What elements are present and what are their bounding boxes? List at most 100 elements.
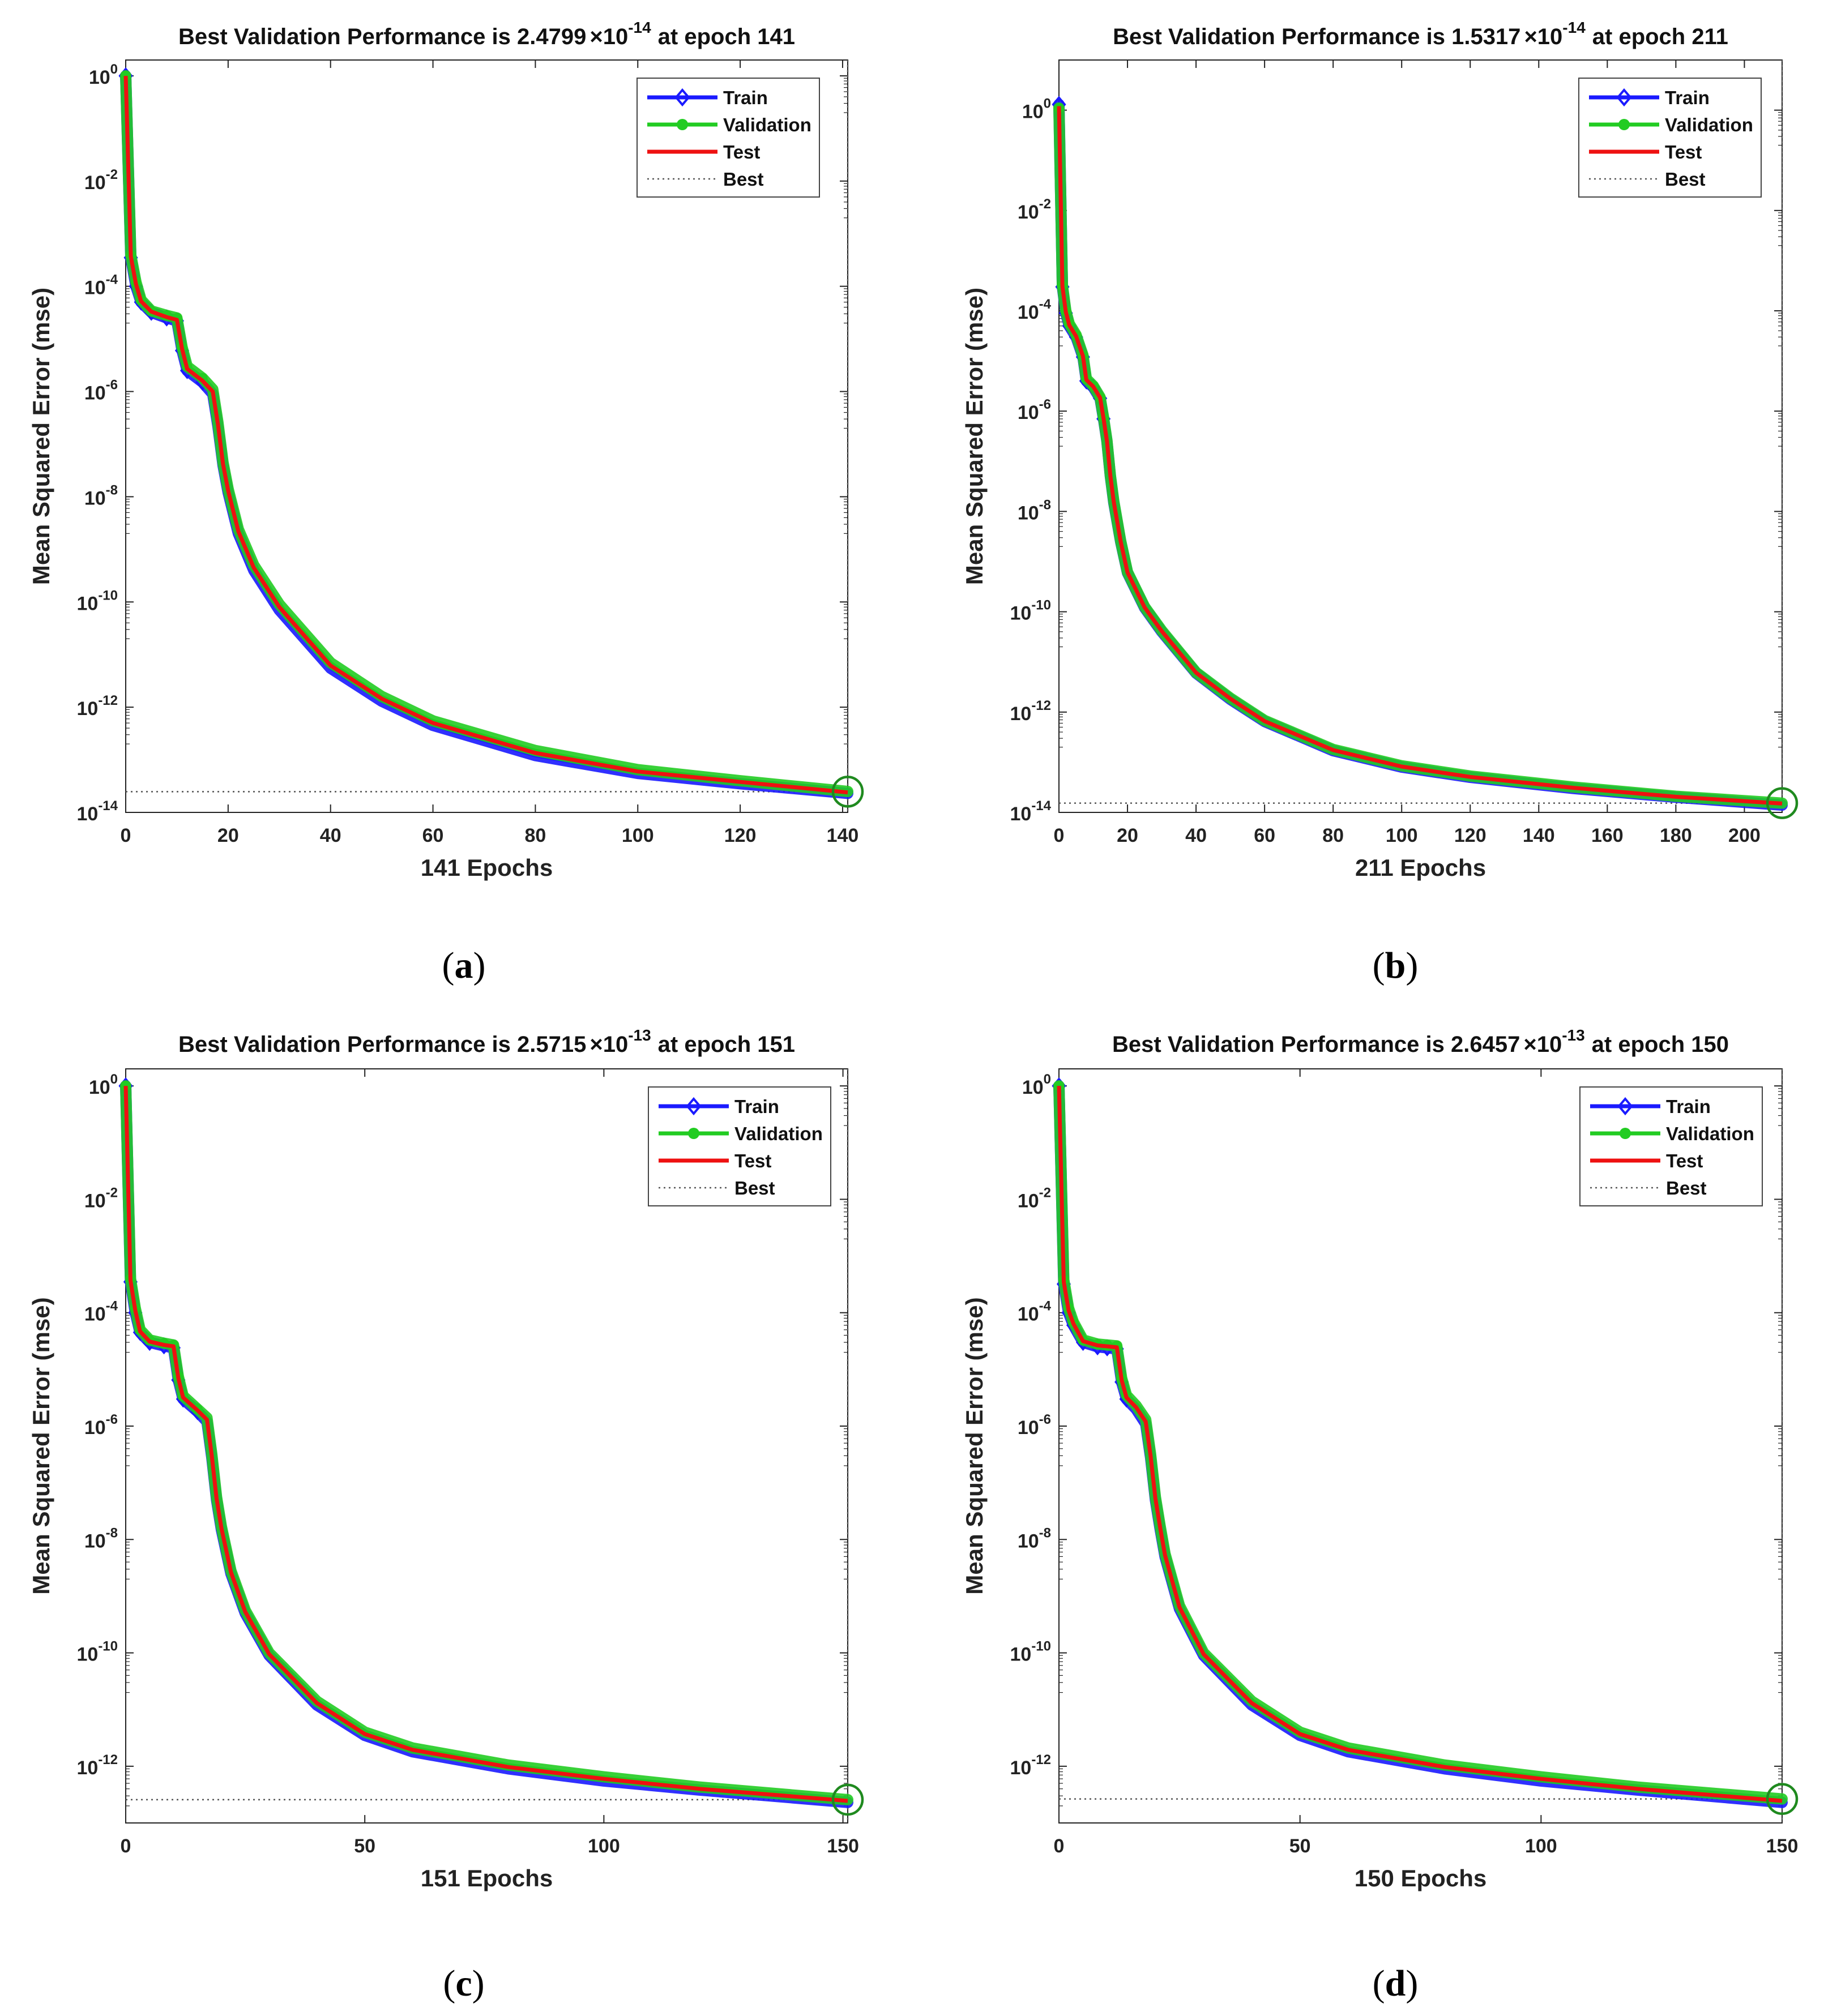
x-tick-label: 160: [1591, 825, 1624, 846]
x-tick-label: 200: [1728, 825, 1761, 846]
y-tick-label: 10-12: [1010, 698, 1051, 725]
y-tick-label: 10-12: [76, 693, 118, 720]
x-tick-label: 150: [1766, 1835, 1799, 1857]
y-tick-label: 10-4: [84, 1299, 118, 1325]
x-tick-label: 100: [622, 825, 654, 846]
x-axis-label: 150 Epochs: [1355, 1865, 1486, 1891]
series-line-test: [123, 1086, 848, 1803]
y-tick-label: 10-2: [84, 167, 118, 194]
x-tick-label: 60: [1254, 825, 1275, 846]
y-tick-label: 100: [1022, 96, 1051, 123]
legend: Train Validation Test Best: [648, 1086, 831, 1206]
y-tick-label: 100: [89, 1072, 118, 1098]
x-tick-label: 140: [827, 825, 859, 846]
x-tick-label: 20: [1117, 825, 1138, 846]
y-tick-label: 10-4: [1018, 297, 1052, 323]
x-tick-label: 60: [422, 825, 444, 846]
x-axis-label: 141 Epochs: [421, 854, 553, 881]
panel-label-b: (b): [1372, 945, 1419, 986]
y-tick-label: 100: [89, 62, 118, 88]
y-tick-label: 10-8: [84, 482, 118, 509]
y-tick-label: 10-6: [1018, 1412, 1051, 1439]
legend: Train Validation Test Best: [1578, 78, 1762, 198]
x-tick-label: 0: [1054, 825, 1065, 846]
y-tick-label: 10-10: [1010, 598, 1051, 624]
x-tick-label: 0: [121, 1835, 131, 1857]
legend-marker-train: [1617, 1097, 1633, 1116]
chart-panel-d: 0 50 100 150 100 10-2 10-4 10-6 10-8 10-10 10-12 Be…: [961, 1026, 1798, 1891]
x-tick-label: 40: [1185, 825, 1207, 846]
series-line-test: [1057, 1086, 1783, 1803]
x-tick-label: 50: [1289, 1835, 1311, 1857]
legend: Train Validation Test Best: [637, 78, 820, 198]
legend-label-train: Train: [723, 87, 768, 108]
legend-label-train: Train: [734, 1096, 779, 1117]
data-point-validation: [121, 70, 131, 81]
y-tick-label: 10-8: [1018, 497, 1051, 524]
legend-label-validation: Validation: [723, 114, 811, 135]
y-axis-label: Mean Squared Error (mse): [28, 288, 54, 585]
series-line-test: [123, 75, 848, 795]
x-tick-label: 140: [1523, 825, 1555, 846]
x-tick-label: 120: [1454, 825, 1486, 846]
y-tick-label: 10-8: [1018, 1525, 1051, 1552]
legend-marker-train: [674, 88, 690, 107]
chart-panel-b: 0 20 40 60 80 100 120 140 160 180 200 100 10-2 10-4 10…: [961, 19, 1799, 881]
y-tick-label: 10-12: [1010, 1752, 1051, 1779]
y-tick-label: 10-12: [76, 1752, 118, 1779]
panel-label-a: (a): [442, 945, 486, 986]
x-tick-label: 0: [121, 825, 131, 846]
x-axis-label: 211 Epochs: [1355, 854, 1486, 881]
chart-title: Best Validation Performance is 2.4799 ×10…: [178, 19, 795, 49]
legend-marker-validation: [688, 1128, 699, 1139]
y-tick-label: 100: [1022, 1072, 1051, 1098]
legend-label-test: Test: [723, 142, 760, 162]
legend: Train Validation Test Best: [1579, 1086, 1763, 1206]
chart-panel-c: 0 50 100 150 100 10-2 10-4 10-6 10-8 10-10 10-12 Be…: [28, 1026, 864, 1891]
x-tick-label: 0: [1054, 1835, 1065, 1857]
legend-marker-validation: [1620, 1128, 1631, 1139]
x-tick-label: 180: [1660, 825, 1692, 846]
y-tick-label: 10-2: [1018, 1185, 1051, 1212]
legend-marker-train: [686, 1097, 702, 1116]
legend-label-validation: Validation: [734, 1123, 823, 1144]
y-axis-label: Mean Squared Error (mse): [28, 1297, 54, 1594]
x-tick-label: 100: [588, 1835, 620, 1857]
x-tick-label: 80: [1322, 825, 1344, 846]
legend-marker-train: [1616, 88, 1632, 107]
legend-label-test: Test: [734, 1150, 771, 1171]
y-tick-label: 10-14: [1010, 798, 1051, 825]
legend-marker-validation: [1618, 119, 1630, 130]
chart-title: Best Validation Performance is 2.5715 ×10…: [178, 1026, 795, 1057]
legend-label-best: Best: [723, 169, 764, 190]
y-tick-label: 10-6: [84, 378, 118, 404]
x-tick-label: 50: [354, 1835, 375, 1857]
legend-label-best: Best: [1666, 1178, 1707, 1199]
best-marker-circle: [1766, 1783, 1799, 1815]
best-marker-circle: [831, 776, 864, 808]
x-tick-label: 20: [217, 825, 239, 846]
chart-title: Best Validation Performance is 2.6457 ×10…: [1112, 1026, 1729, 1057]
chart-title: Best Validation Performance is 1.5317 ×10…: [1113, 19, 1728, 49]
legend-label-best: Best: [1665, 169, 1706, 190]
y-tick-label: 10-6: [1018, 397, 1051, 423]
y-tick-label: 10-4: [84, 272, 118, 299]
x-tick-label: 150: [827, 1835, 859, 1857]
y-tick-label: 10-6: [84, 1412, 118, 1439]
y-tick-label: 10-10: [76, 588, 118, 614]
y-tick-label: 10-4: [1018, 1299, 1052, 1325]
legend-label-best: Best: [734, 1178, 775, 1199]
x-tick-label: 120: [724, 825, 757, 846]
x-axis-label: 151 Epochs: [421, 1865, 553, 1891]
legend-label-train: Train: [1665, 87, 1710, 108]
legend-label-test: Test: [1666, 1150, 1703, 1171]
legend-label-train: Train: [1666, 1096, 1711, 1117]
y-axis-label: Mean Squared Error (mse): [961, 1297, 988, 1594]
y-tick-label: 10-2: [84, 1185, 118, 1212]
legend-label-test: Test: [1665, 142, 1702, 162]
legend-label-validation: Validation: [1665, 114, 1753, 135]
panel-label-d: (d): [1372, 1963, 1419, 2004]
series-line-test: [1057, 106, 1783, 806]
panel-label-c: (c): [443, 1963, 485, 2004]
